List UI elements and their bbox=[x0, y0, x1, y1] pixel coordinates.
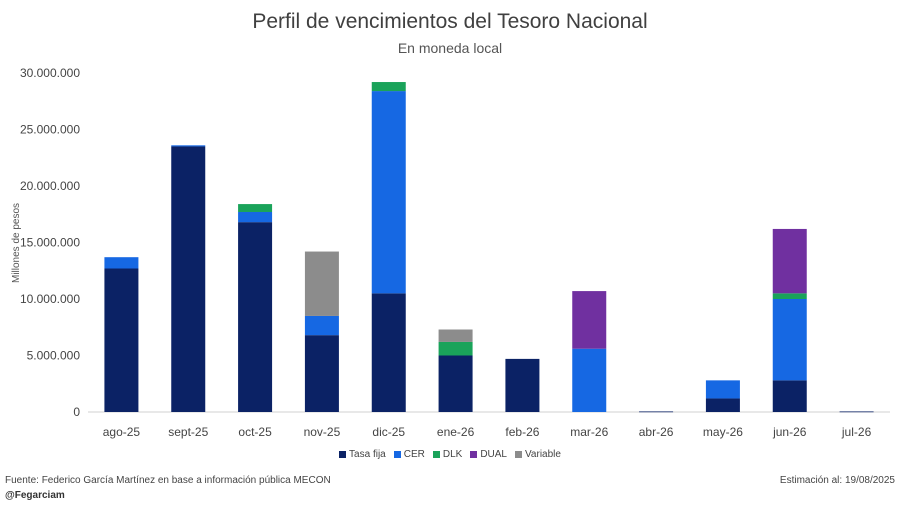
legend-item: Tasa fija bbox=[339, 449, 386, 460]
legend-swatch bbox=[393, 450, 401, 458]
legend-item: DUAL bbox=[470, 449, 507, 460]
y-tick-label: 20.000.000 bbox=[20, 179, 80, 193]
x-tick-label: ene-26 bbox=[437, 425, 475, 439]
legend-label: Tasa fija bbox=[349, 449, 386, 460]
bar-segment bbox=[772, 299, 807, 381]
bar-segment bbox=[371, 82, 406, 92]
x-tick-label: sept-25 bbox=[168, 425, 208, 439]
legend-label: Variable bbox=[525, 449, 561, 460]
x-tick-label: dic-25 bbox=[372, 425, 405, 439]
bar-segment bbox=[238, 204, 273, 212]
bar-segment bbox=[371, 91, 406, 294]
bar-segment bbox=[772, 380, 807, 412]
legend-swatch bbox=[339, 450, 347, 458]
legend-item: Variable bbox=[515, 449, 561, 460]
bar-segment bbox=[304, 315, 339, 336]
bar-segment bbox=[705, 380, 740, 399]
bar-segment bbox=[772, 228, 807, 294]
chart-legend: Tasa fija CER DLK DUAL Variable bbox=[0, 449, 900, 460]
bar-segment bbox=[505, 358, 540, 412]
bar-segment bbox=[171, 146, 206, 412]
bar-segment bbox=[238, 222, 273, 412]
legend-swatch bbox=[470, 450, 478, 458]
legend-swatch bbox=[432, 450, 440, 458]
bar-segment bbox=[572, 291, 607, 349]
y-tick-label: 30.000.000 bbox=[20, 66, 80, 80]
y-tick-label: 25.000.000 bbox=[20, 123, 80, 137]
x-tick-label: ago-25 bbox=[103, 425, 141, 439]
legend-label: DLK bbox=[442, 449, 463, 460]
x-tick-label: mar-26 bbox=[570, 425, 608, 439]
bar-segment bbox=[304, 251, 339, 316]
legend-label: CER bbox=[403, 449, 425, 460]
estimate-date: Estimación al: 19/08/2025 bbox=[779, 475, 895, 486]
bar-segment bbox=[438, 341, 473, 356]
x-tick-label: jul-26 bbox=[841, 425, 872, 439]
legend-label: DUAL bbox=[480, 449, 507, 460]
bar-segment bbox=[371, 293, 406, 412]
y-tick-label: 5.000.000 bbox=[27, 349, 81, 363]
bar-segment bbox=[705, 398, 740, 412]
legend-item: CER bbox=[393, 449, 425, 460]
bar-segment bbox=[104, 268, 139, 412]
x-tick-label: may-26 bbox=[703, 425, 743, 439]
bar-segment bbox=[304, 335, 339, 412]
bar-segment bbox=[639, 411, 674, 413]
y-tick-label: 0 bbox=[73, 405, 80, 419]
legend-swatch bbox=[515, 450, 522, 458]
bar-segment bbox=[104, 257, 139, 269]
x-tick-label: abr-26 bbox=[639, 425, 674, 439]
chart-subtitle: En moneda local bbox=[397, 40, 503, 56]
legend-item: DLK bbox=[432, 449, 463, 460]
y-axis-label: Millones de pesos bbox=[11, 203, 22, 283]
x-tick-label: feb-26 bbox=[505, 425, 539, 439]
x-tick-label: nov-25 bbox=[304, 425, 341, 439]
y-tick-label: 10.000.000 bbox=[20, 292, 80, 306]
chart-area: Millones de pesos 0 5.000.000 10.000.000 15… bbox=[11, 66, 890, 439]
bar-segment bbox=[438, 355, 473, 412]
bar-segment bbox=[772, 293, 807, 299]
bar-segment bbox=[238, 211, 273, 223]
x-tick-label: oct-25 bbox=[238, 425, 272, 439]
source-note: Fuente: Federico García Martínez en base… bbox=[5, 475, 331, 486]
bar-segment bbox=[839, 411, 874, 413]
chart-title: Perfil de vencimientos del Tesoro Nacion… bbox=[252, 10, 648, 33]
bar-segment bbox=[438, 329, 473, 342]
bar-segment bbox=[171, 145, 206, 147]
author-handle: @Fegarciam bbox=[5, 490, 65, 501]
y-tick-label: 15.000.000 bbox=[20, 236, 80, 250]
bar-segment bbox=[572, 348, 607, 412]
x-tick-label: jun-26 bbox=[772, 425, 807, 439]
